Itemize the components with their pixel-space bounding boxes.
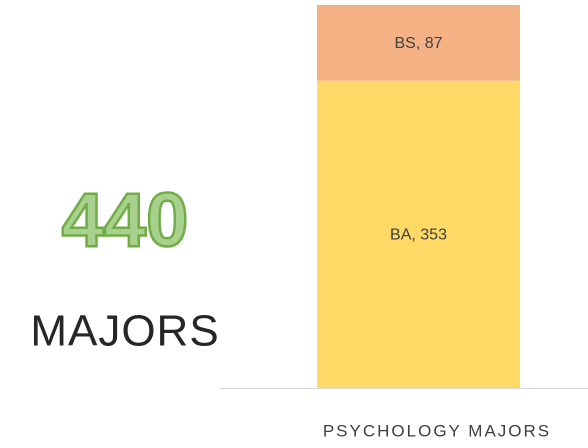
- total-caption: MAJORS: [30, 307, 219, 356]
- bar-segment: [317, 5, 520, 81]
- data-label: BS, 87: [394, 35, 442, 52]
- x-tick-label: PSYCHOLOGY MAJORS: [323, 421, 551, 440]
- data-label: BA, 353: [390, 227, 447, 244]
- total-annotation: 440: [62, 178, 189, 263]
- bar-segment: [317, 80, 520, 388]
